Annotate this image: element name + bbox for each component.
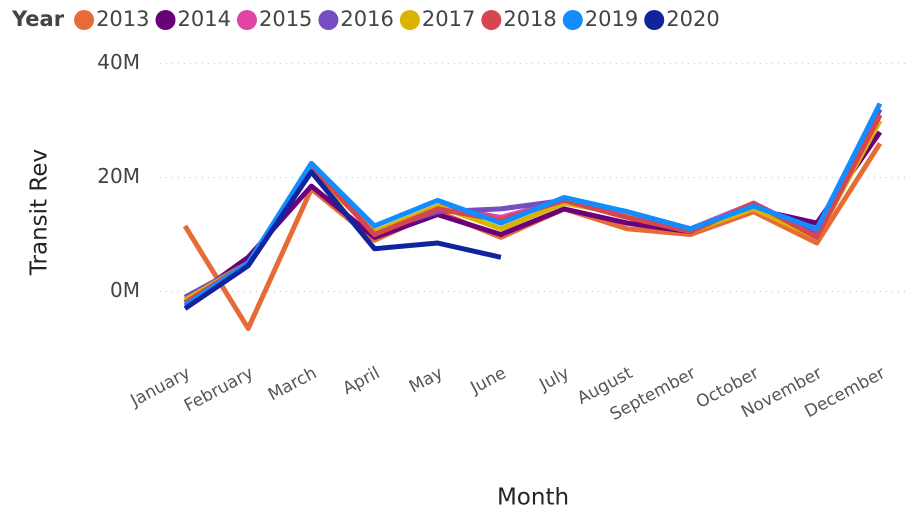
x-tick-label: March [265, 363, 320, 405]
legend-label: 2018 [503, 7, 556, 31]
y-tick-label: 40M [97, 50, 140, 74]
legend-marker [318, 10, 339, 30]
legend-label: 2015 [259, 7, 312, 31]
legend-marker [74, 10, 95, 30]
x-tick-label: June [467, 363, 510, 399]
legend-marker [644, 10, 665, 30]
y-axis-title: Transit Rev [27, 149, 53, 276]
legend-label: 2014 [178, 7, 231, 31]
y-tick-label: 20M [97, 164, 140, 188]
x-tick-label: April [340, 363, 384, 399]
series-line [183, 169, 502, 311]
x-axis-title: Month [497, 485, 569, 511]
legend-marker [399, 10, 420, 30]
legend-label: 2013 [96, 7, 149, 31]
x-tick-label: February [181, 363, 257, 416]
legend-label: 2019 [585, 7, 638, 31]
series-line [183, 102, 883, 308]
series-line [182, 142, 883, 331]
legend-marker [562, 10, 583, 30]
legend-marker [236, 10, 257, 30]
y-tick-label: 0M [110, 278, 140, 302]
legend-label: 2017 [422, 7, 475, 31]
legend-marker [155, 10, 176, 30]
legend-label: 2016 [340, 7, 393, 31]
legend-label: 2020 [666, 7, 719, 31]
legend-title: Year [11, 7, 65, 31]
legend-marker [481, 10, 502, 30]
x-tick-label: July [536, 363, 573, 395]
x-tick-label: May [406, 363, 446, 397]
